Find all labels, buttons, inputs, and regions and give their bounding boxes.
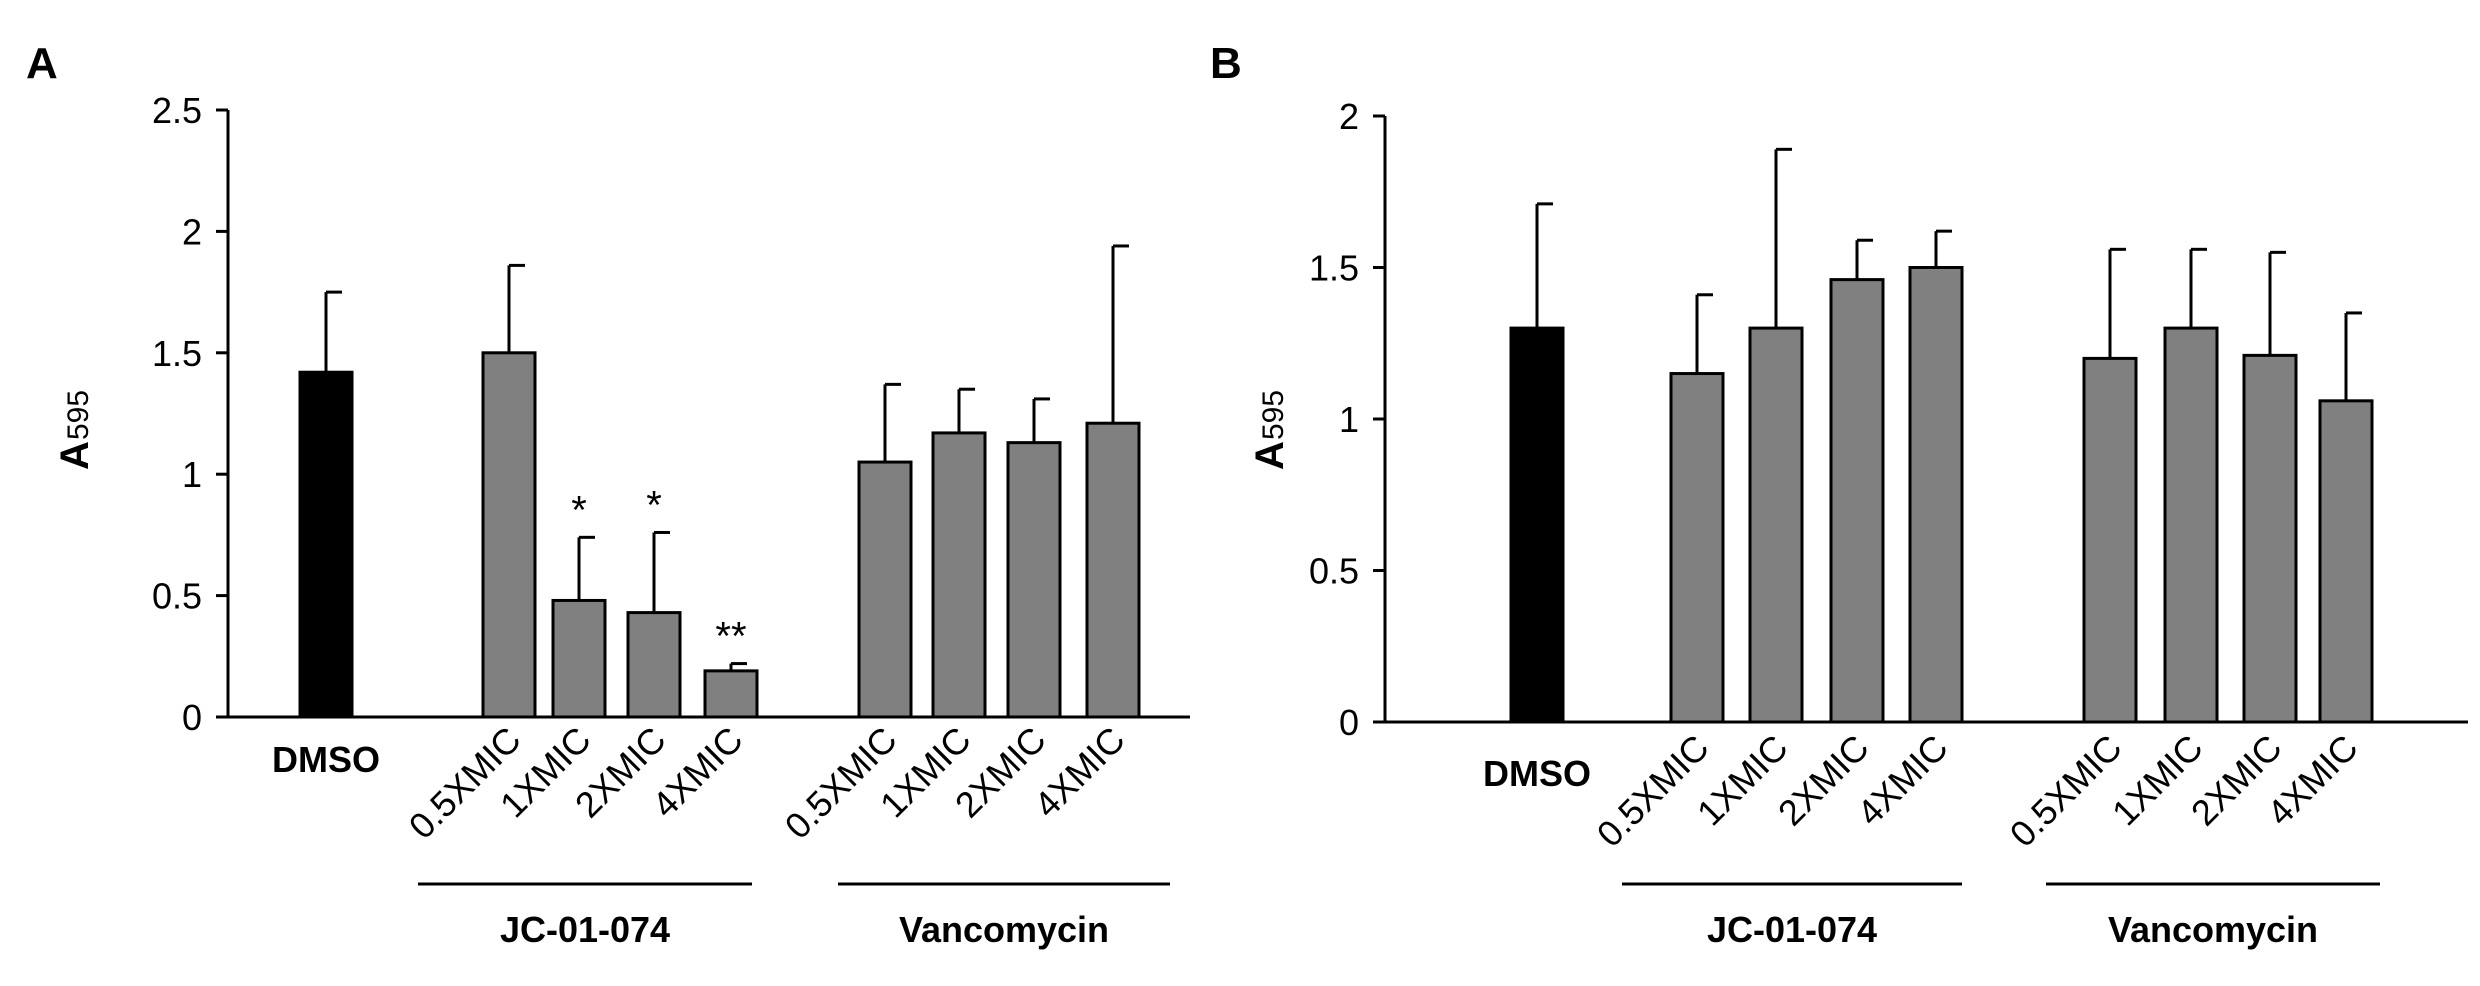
group-label-jc-01-074: JC-01-074 <box>500 909 670 950</box>
significance-marker: * <box>571 488 587 532</box>
bar-vancomycin-4xmic <box>1085 421 1141 719</box>
group-label-jc-01-074: JC-01-074 <box>1707 909 1877 950</box>
panel-label: A <box>26 39 58 88</box>
bar-jc-01-074-4xmic <box>1908 266 1964 724</box>
y-tick-label: 1.5 <box>152 333 202 374</box>
bar-control-dmso <box>1509 326 1565 724</box>
bar-vancomycin-0-5xmic <box>2082 356 2138 724</box>
category-label: 4XMIC <box>1026 719 1133 826</box>
y-tick-label: 0.5 <box>1309 551 1359 592</box>
bar-control-dmso <box>298 370 354 719</box>
bar-jc-01-074-4xmic <box>703 669 759 719</box>
y-axis-label-subscript: 595 <box>1257 390 1290 440</box>
y-tick-label: 0 <box>182 697 202 738</box>
bar-vancomycin-0-5xmic <box>857 460 913 719</box>
y-tick-label: 1.5 <box>1309 248 1359 289</box>
category-label-dmso: DMSO <box>272 739 380 780</box>
y-tick-label: 2 <box>1339 96 1359 137</box>
significance-marker: * <box>646 483 662 527</box>
bar-jc-01-074-0-5xmic <box>481 351 537 719</box>
y-tick-label: 2.5 <box>152 90 202 131</box>
significance-marker: ** <box>715 615 746 659</box>
y-tick-label: 1 <box>182 454 202 495</box>
y-tick-label: 0.5 <box>152 576 202 617</box>
y-axis-label-main: A <box>53 441 97 470</box>
bar-vancomycin-1xmic <box>2163 326 2219 724</box>
bar-vancomycin-4xmic <box>2318 399 2374 724</box>
panel-label: B <box>1210 39 1242 88</box>
category-label-dmso: DMSO <box>1483 753 1591 794</box>
bar-vancomycin-1xmic <box>931 431 987 719</box>
chart-panel-b: B00.511.52A595DMSO0.5XMIC1XMIC2XMIC4XMIC… <box>1210 39 2468 950</box>
y-axis-label-subscript: 595 <box>62 390 95 440</box>
bar-vancomycin-2xmic <box>1006 441 1062 719</box>
category-label: 0.5XMIC <box>1589 727 1717 855</box>
y-axis-label-main: A <box>1248 441 1292 470</box>
group-label-vancomycin: Vancomycin <box>899 909 1109 950</box>
group-label-vancomycin: Vancomycin <box>2108 909 2318 950</box>
y-tick-label: 1 <box>1339 399 1359 440</box>
category-label: 0.5XMIC <box>2002 727 2130 855</box>
bar-jc-01-074-2xmic <box>1829 278 1885 724</box>
bar-jc-01-074-1xmic <box>551 598 607 719</box>
bar-vancomycin-2xmic <box>2242 353 2298 724</box>
category-label: 4XMIC <box>1849 727 1956 834</box>
y-tick-label: 0 <box>1339 702 1359 743</box>
y-tick-label: 2 <box>182 211 202 252</box>
category-label: 1XMIC <box>1689 727 1796 834</box>
bar-jc-01-074-0-5xmic <box>1669 372 1725 724</box>
bar-jc-01-074-1xmic <box>1748 326 1804 724</box>
bar-jc-01-074-2xmic <box>626 611 682 719</box>
